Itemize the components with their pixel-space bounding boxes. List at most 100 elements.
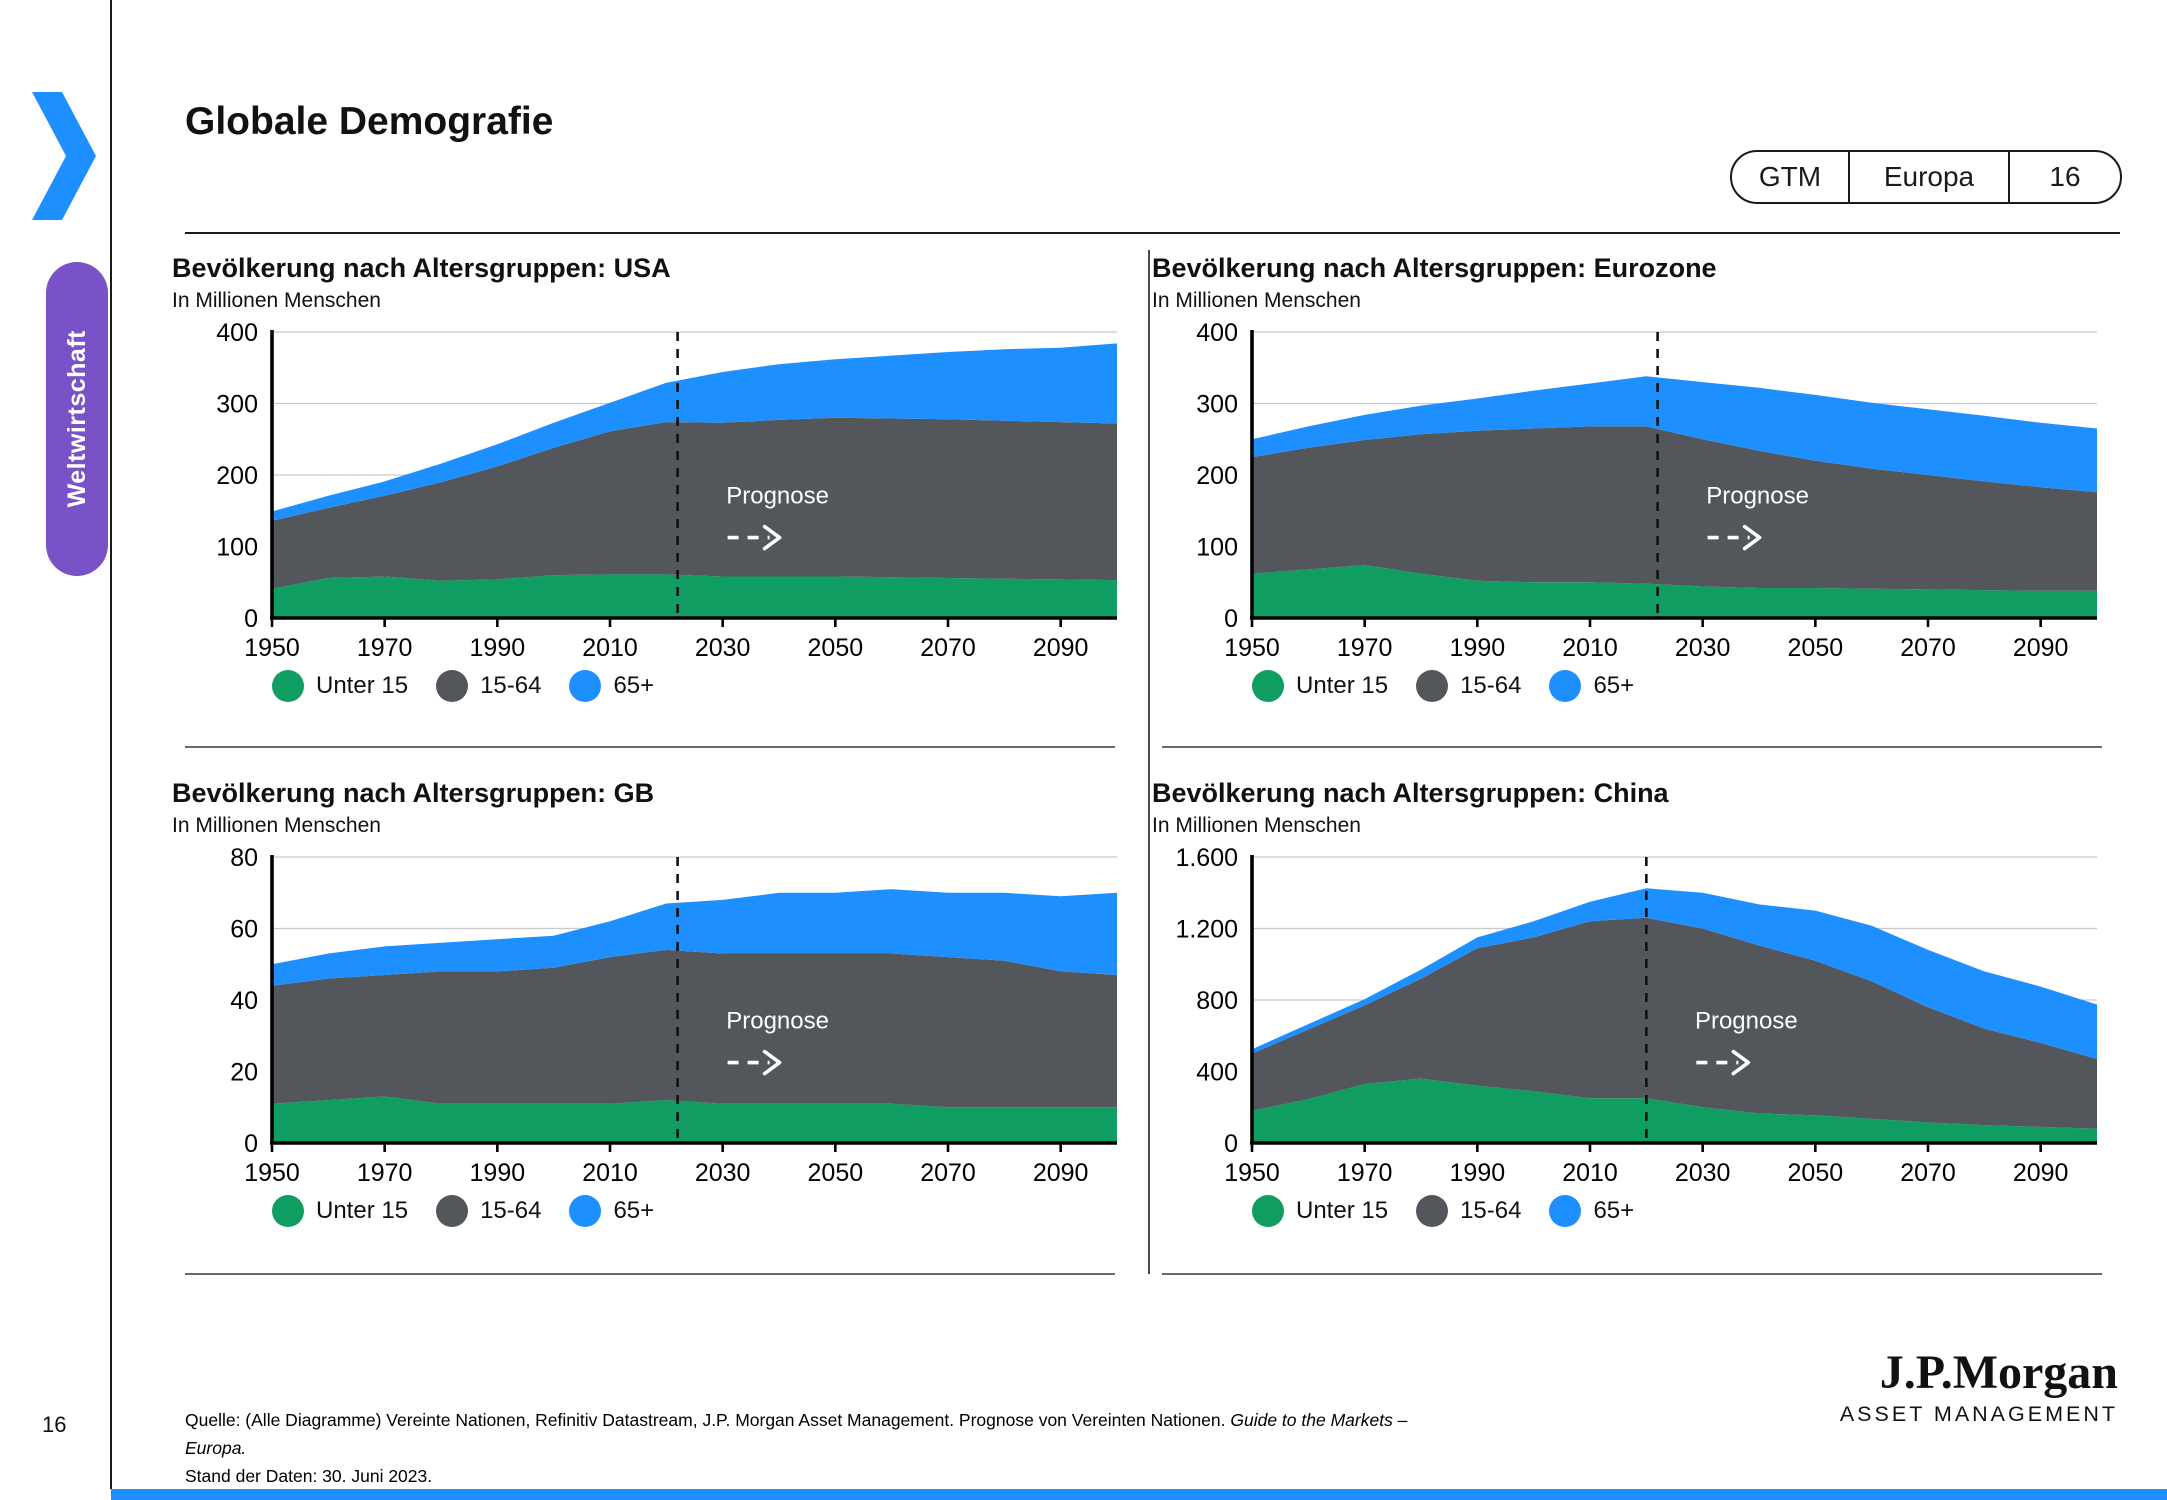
legend-item: 65+ (1549, 670, 1634, 702)
svg-text:Prognose: Prognose (1695, 1008, 1798, 1035)
legend-label: 15-64 (1460, 672, 1522, 699)
legend-dot-blue (569, 1195, 602, 1227)
svg-text:2090: 2090 (1033, 1159, 1089, 1187)
chart-title-usa: Bevölkerung nach Altersgruppen: USA (172, 253, 671, 283)
chart-gb: Bevölkerung nach Altersgruppen: GB In Mi… (172, 777, 1122, 1227)
legend-label: 65+ (613, 1197, 655, 1224)
legend-dot-blue (1549, 1195, 1582, 1227)
svg-text:0: 0 (1224, 605, 1238, 633)
legend-dot-green (1252, 670, 1284, 702)
row-divider-left-top (185, 746, 1115, 748)
row-divider-right-bottom (1162, 1273, 2102, 1275)
chart-subtitle-eurozone: In Millionen Menschen (1152, 289, 1361, 312)
svg-text:200: 200 (216, 462, 258, 490)
legend-item: 65+ (569, 670, 654, 702)
svg-text:1970: 1970 (1337, 1159, 1393, 1187)
legend-item: 15-64 (1416, 1195, 1521, 1227)
svg-text:1990: 1990 (470, 1159, 526, 1187)
svg-text:Prognose: Prognose (1706, 483, 1809, 510)
svg-text:2030: 2030 (695, 634, 751, 662)
svg-text:20: 20 (230, 1059, 258, 1087)
legend-dot-gray (436, 1195, 469, 1227)
plot-gb: 0 20 40 60 80 Prognose 1950 1970 1990 2010 2030 205… (230, 844, 1117, 1187)
plot-usa: 0 100 200 300 400 Prognose 1950 1970 1990 2010 203… (216, 319, 1117, 662)
source-prefix: Quelle: (Alle Diagramme) Vereinte Nation… (185, 1410, 1231, 1430)
jpmorgan-logo-subtitle: ASSET MANAGEMENT (1839, 1402, 2118, 1426)
svg-text:1950: 1950 (244, 1159, 300, 1187)
svg-text:0: 0 (1224, 1130, 1238, 1158)
legend-label: 15-64 (480, 672, 542, 699)
svg-text:400: 400 (1196, 319, 1238, 347)
legend-gb: Unter 15 15-64 65+ (272, 1195, 1122, 1227)
legend-label: 15-64 (1460, 1197, 1522, 1224)
source-date-line: Stand der Daten: 30. Juni 2023. (185, 1466, 433, 1486)
legend-item: 65+ (569, 1195, 654, 1227)
legend-label: 65+ (1593, 672, 1635, 699)
chart-subtitle-gb: In Millionen Menschen (172, 814, 381, 837)
svg-text:60: 60 (230, 916, 258, 944)
legend-item: 15-64 (436, 1195, 541, 1227)
legend-dot-gray (1416, 670, 1449, 702)
svg-text:200: 200 (1196, 462, 1238, 490)
svg-text:1970: 1970 (357, 1159, 413, 1187)
svg-text:2050: 2050 (1788, 1159, 1844, 1187)
badge-region: Europa (1848, 152, 2010, 202)
svg-text:400: 400 (216, 319, 258, 347)
source-publication: Guide to the Markets – Europa. (185, 1410, 1408, 1458)
jpmorgan-logo: J.P.Morgan ASSET MANAGEMENT (1700, 1348, 2118, 1427)
svg-text:1970: 1970 (357, 634, 413, 662)
legend-dot-blue (569, 670, 602, 702)
svg-text:1950: 1950 (244, 634, 300, 662)
legend-item: 65+ (1549, 1195, 1634, 1227)
svg-text:400: 400 (1196, 1059, 1238, 1087)
legend-usa: Unter 15 15-64 65+ (272, 670, 1122, 702)
svg-text:2030: 2030 (1675, 634, 1731, 662)
svg-text:Prognose: Prognose (726, 1008, 829, 1035)
svg-text:Prognose: Prognose (726, 483, 829, 510)
svg-text:1.200: 1.200 (1175, 916, 1238, 944)
source-text: Quelle: (Alle Diagramme) Vereinte Nation… (185, 1406, 1425, 1490)
legend-item: Unter 15 (272, 1195, 408, 1227)
legend-dot-gray (1416, 1195, 1449, 1227)
svg-text:2070: 2070 (1900, 634, 1956, 662)
left-vertical-rule (110, 0, 112, 1489)
svg-text:80: 80 (230, 844, 258, 872)
chevron-icon (32, 92, 96, 220)
legend-item: Unter 15 (1252, 670, 1388, 702)
legend-item: Unter 15 (1252, 1195, 1388, 1227)
svg-text:1990: 1990 (1450, 634, 1506, 662)
gtm-badge: GTM Europa 16 (1730, 150, 2122, 204)
sidebar-section-tab[interactable]: Weltwirtschaft (46, 262, 108, 576)
legend-dot-green (1252, 1195, 1284, 1227)
svg-text:2030: 2030 (1675, 1159, 1731, 1187)
chart-china: Bevölkerung nach Altersgruppen: China In… (1152, 777, 2102, 1227)
legend-dot-green (272, 1195, 304, 1227)
svg-text:1950: 1950 (1224, 634, 1280, 662)
svg-text:1.600: 1.600 (1175, 844, 1238, 872)
svg-text:40: 40 (230, 987, 258, 1015)
legend-item: 15-64 (1416, 670, 1521, 702)
svg-text:100: 100 (216, 534, 258, 562)
svg-text:100: 100 (1196, 534, 1238, 562)
svg-text:2050: 2050 (808, 1159, 864, 1187)
svg-text:2050: 2050 (808, 634, 864, 662)
legend-label: 65+ (1593, 1197, 1635, 1224)
chart-usa: Bevölkerung nach Altersgruppen: USA In M… (172, 252, 1122, 702)
legend-dot-green (272, 670, 304, 702)
svg-text:300: 300 (1196, 391, 1238, 419)
svg-text:1970: 1970 (1337, 634, 1393, 662)
plot-eurozone: 0 100 200 300 400 Prognose 1950 1970 1990 2010 203… (1196, 319, 2097, 662)
svg-text:2050: 2050 (1788, 634, 1844, 662)
svg-text:1990: 1990 (1450, 1159, 1506, 1187)
legend-dot-blue (1549, 670, 1582, 702)
svg-text:2010: 2010 (1562, 634, 1618, 662)
svg-text:0: 0 (244, 605, 258, 633)
legend-item: 15-64 (436, 670, 541, 702)
svg-text:2070: 2070 (1900, 1159, 1956, 1187)
chart-title-gb: Bevölkerung nach Altersgruppen: GB (172, 778, 655, 808)
svg-text:2090: 2090 (1033, 634, 1089, 662)
svg-text:800: 800 (1196, 987, 1238, 1015)
legend-label: Unter 15 (316, 672, 409, 699)
svg-text:2090: 2090 (2013, 1159, 2069, 1187)
legend-china: Unter 15 15-64 65+ (1252, 1195, 2102, 1227)
